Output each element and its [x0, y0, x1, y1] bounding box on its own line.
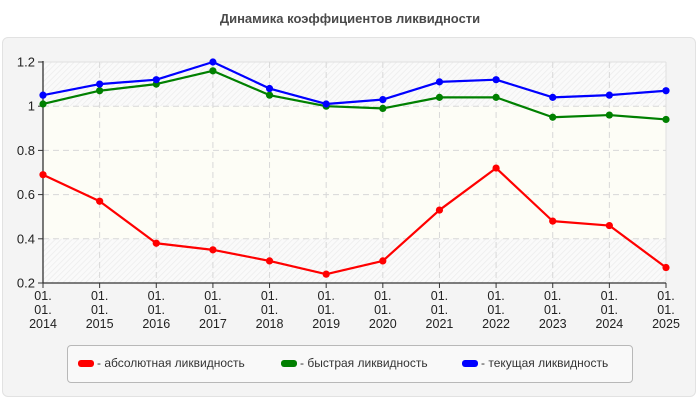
legend-item-quick: - быстрая ликвидность — [281, 356, 428, 370]
data-point — [605, 111, 613, 119]
data-point — [379, 104, 387, 113]
data-point — [549, 217, 557, 225]
svg-text:01.01.2016: 01. 01. 2016 — [142, 289, 170, 331]
grid-lines — [43, 62, 666, 283]
data-point — [39, 100, 47, 108]
data-point — [662, 115, 670, 124]
svg-text:01.01.2019: 01. 01. 2019 — [312, 289, 340, 331]
svg-text:0.4: 0.4 — [17, 231, 35, 246]
data-series — [39, 58, 670, 278]
svg-text:01.01.2024: 01. 01. 2024 — [595, 289, 623, 331]
data-point — [322, 270, 330, 278]
svg-text:0.8: 0.8 — [17, 143, 35, 158]
data-point — [96, 80, 104, 88]
data-point — [549, 113, 557, 121]
data-point — [209, 58, 217, 66]
legend-item-absolute: - абсолютная ликвидность — [78, 356, 245, 370]
series-line — [39, 67, 670, 124]
svg-text:01.01.2014: 01. 01. 2014 — [29, 289, 57, 331]
chart-title: Динамика коэффициентов ликвидности — [219, 11, 481, 26]
svg-text:1: 1 — [28, 99, 35, 114]
data-point — [492, 76, 500, 84]
data-point — [662, 263, 670, 272]
legend-swatch-red-icon — [78, 359, 94, 367]
svg-text:1.2: 1.2 — [17, 55, 35, 70]
svg-text:01.01.2018: 01. 01. 2018 — [256, 289, 284, 331]
svg-text:01.01.2022: 01. 01. 2022 — [482, 289, 510, 331]
data-point — [605, 91, 613, 99]
series-line — [39, 58, 670, 108]
data-point — [265, 84, 274, 93]
svg-text:0.2: 0.2 — [17, 276, 35, 291]
svg-text:01.01.2023: 01. 01. 2023 — [539, 289, 567, 331]
legend-swatch-green-icon — [281, 359, 297, 367]
data-point — [435, 78, 444, 86]
legend-label: - текущая ликвидность — [481, 356, 609, 370]
legend-label: - абсолютная ликвидность — [97, 356, 245, 370]
legend: - абсолютная ликвидность - быстрая ликви… — [67, 345, 633, 383]
data-point — [549, 93, 557, 101]
svg-text:01.01.2025: 01. 01. 2025 — [652, 289, 680, 331]
data-point — [492, 93, 500, 101]
svg-text:0.6: 0.6 — [17, 187, 35, 202]
svg-text:01.01.2017: 01. 01. 2017 — [199, 289, 227, 331]
data-point — [152, 239, 160, 247]
data-point — [435, 93, 444, 101]
data-point — [209, 67, 217, 75]
data-point — [39, 91, 47, 99]
data-point — [662, 87, 670, 95]
legend-item-current: - текущая ликвидность — [462, 356, 608, 370]
legend-label: - быстрая ликвидность — [300, 356, 428, 370]
data-point — [265, 91, 274, 99]
data-point — [322, 100, 330, 108]
data-point — [379, 257, 387, 265]
plot-background — [43, 61, 667, 283]
data-point — [39, 171, 47, 179]
data-point — [492, 164, 500, 172]
data-point — [265, 257, 274, 265]
data-point — [96, 197, 104, 205]
data-point — [96, 87, 104, 95]
legend-swatch-blue-icon — [462, 359, 478, 367]
data-point — [435, 206, 444, 214]
svg-text:01.01.2021: 01. 01. 2021 — [426, 289, 454, 331]
data-point — [152, 76, 160, 84]
series-line — [39, 164, 670, 278]
svg-text:01.01.2020: 01. 01. 2020 — [369, 289, 397, 331]
data-point — [605, 221, 613, 230]
axes: 0.2 0.4 0.6 0.8 1 1.2 01. 01. 2014 01. 01. 2015 01. 0… — [17, 55, 680, 332]
data-point — [209, 246, 217, 254]
svg-text:01.01.2015: 01. 01. 2015 — [86, 289, 114, 331]
data-point — [379, 95, 387, 104]
